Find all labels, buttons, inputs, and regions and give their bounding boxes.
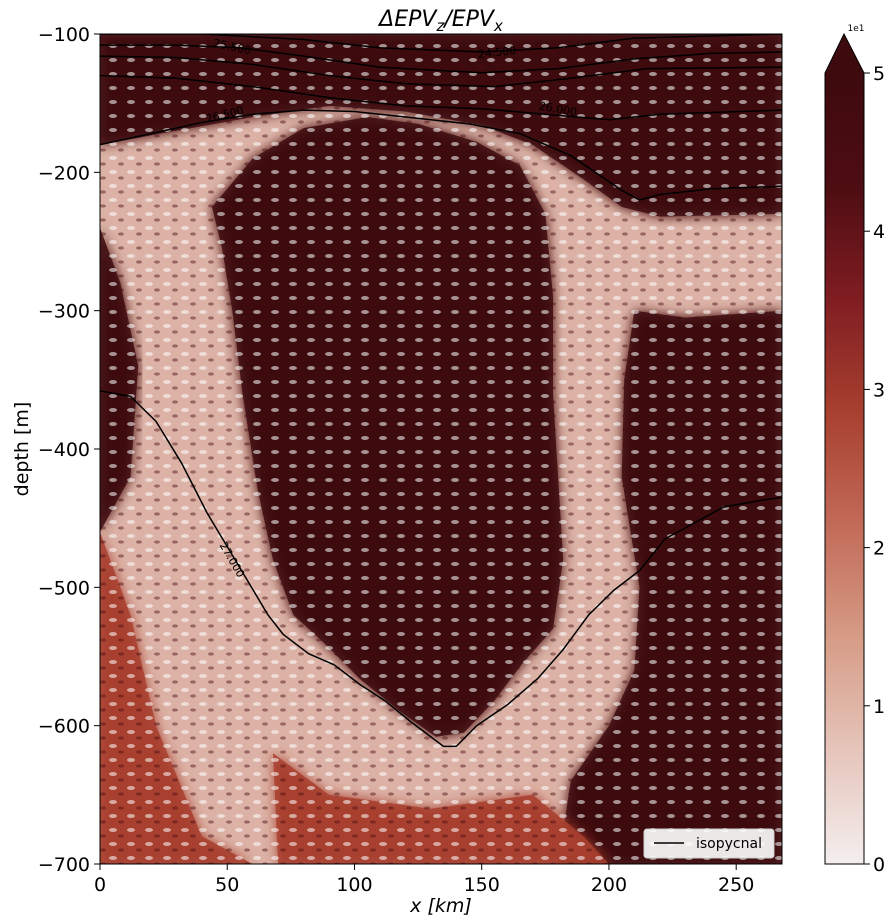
colorbar-tick-label: 2 (873, 538, 885, 560)
x-tick-label: 100 (336, 874, 372, 896)
isopycnal-contour-25-750 (100, 55, 782, 88)
colorbar-tick-label: 3 (873, 379, 885, 401)
colorbar-ticks: 0 1 2 3 4 5 (864, 63, 885, 876)
x-axis-label: x [km] (409, 895, 472, 917)
isopycnal-contour-26-500 (100, 109, 782, 201)
y-tick-label: −100 (38, 24, 90, 46)
x-tick-label: 50 (215, 874, 239, 896)
y-tick-label: −300 (38, 301, 90, 323)
isopycnal-contour-26-000 (100, 74, 782, 121)
colorbar-tick-label: 1 (873, 696, 885, 718)
isopycnal-contour-27-000 (100, 390, 782, 748)
colorbar-tick-label: 5 (873, 63, 885, 85)
legend-label: isopycnal (696, 836, 762, 852)
chart-title: ΔEPVz/EPVx (377, 7, 503, 35)
isopycnal-contour-24-500 (100, 34, 782, 53)
colorbar-body (825, 73, 864, 864)
x-tick-label: 250 (718, 874, 754, 896)
y-axis-label: depth [m] (11, 402, 33, 497)
x-tick-label: 0 (94, 874, 106, 896)
x-tick-label: 200 (591, 874, 627, 896)
y-tick-label: −600 (38, 716, 90, 738)
y-tick-label: −500 (38, 577, 90, 599)
colorbar-tick-label: 4 (873, 221, 885, 243)
colorbar-extend-arrow (825, 34, 864, 73)
y-axis: −100 −200 −300 −400 −500 −600 −700 (38, 24, 100, 876)
colorbar-scale-label: 1e1 (848, 24, 865, 34)
x-tick-label: 150 (464, 874, 500, 896)
y-tick-label: −400 (38, 439, 90, 461)
colorbar: 1e1 0 1 2 3 4 5 (824, 24, 885, 876)
legend: isopycnal (643, 828, 775, 859)
contour-group (100, 34, 782, 748)
texture-overlay (100, 34, 782, 864)
x-axis: 0 50 100 150 200 250 (94, 864, 754, 896)
y-tick-label: −700 (38, 854, 90, 876)
colorbar-tick-label: 0 (873, 854, 885, 876)
isopycnal-contour-25-500 (100, 44, 782, 74)
y-tick-label: −200 (38, 162, 90, 184)
legend-box (643, 828, 775, 859)
contour-label: 24.500 (477, 44, 517, 61)
colorbar-outline (824, 32, 865, 865)
